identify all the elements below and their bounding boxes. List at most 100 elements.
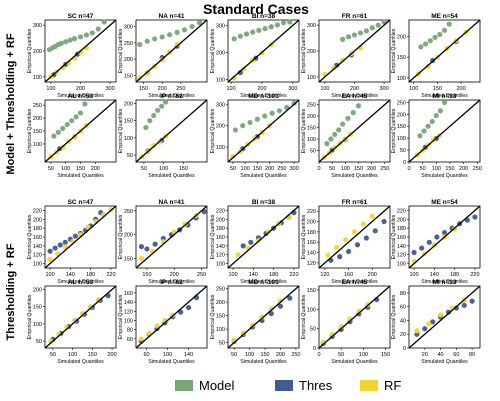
x-axis-label: Simulated Quantiles — [148, 359, 195, 365]
x-tick-label: 100 — [320, 86, 329, 92]
y-tick-label: 100 — [307, 307, 316, 313]
panel-frame — [408, 19, 481, 83]
x-axis-label: Simulated Quantiles — [148, 93, 195, 99]
identity-line — [135, 19, 208, 83]
qq-panel: MI n=33 0 50 100 150 200 250 0 50 100 150 200 250 Sim… — [391, 93, 482, 179]
y-tick-label: 100 — [307, 75, 316, 81]
x-tick-label: 200 — [456, 86, 465, 92]
x-tick-label: 100 — [46, 86, 55, 92]
y-tick-label: 250 — [33, 103, 42, 109]
rf-point — [230, 154, 236, 160]
rf-point — [250, 322, 256, 328]
y-tick-label: 200 — [33, 49, 42, 55]
model-point — [83, 32, 90, 38]
y-tick-label: 300 — [124, 25, 133, 31]
y-tick-label: 50 — [219, 341, 225, 347]
thres-point — [185, 304, 192, 311]
x-axis-label: Simulated Quantiles — [240, 359, 287, 365]
identity-line — [318, 205, 391, 269]
y-tick-label: 250 — [124, 41, 133, 47]
y-tick-label: 220 — [397, 208, 406, 214]
y-tick-label: 220 — [33, 208, 42, 214]
qq-panel: EA n=450 50 100 150 200 25050100150200250Simu… — [301, 93, 391, 179]
y-axis-label: Empirical Quantiles — [27, 108, 33, 153]
y-tick-label: 200 — [124, 101, 133, 107]
panel-title: NA n=41 — [159, 199, 185, 206]
thres-point — [430, 319, 436, 325]
panel-frame — [44, 285, 117, 349]
panel-title: EA n=45 — [342, 279, 368, 286]
identity-line — [408, 99, 481, 163]
x-tick-label: 200 — [76, 86, 85, 92]
x-tick-label: 100 — [45, 272, 54, 278]
thres-point — [47, 248, 53, 254]
y-axis-label: Empirical Quantiles — [118, 294, 124, 339]
thres-point — [337, 254, 343, 260]
model-point — [429, 118, 435, 125]
panel-title: ME n=54 — [431, 199, 458, 206]
panel-title: ME n=54 — [431, 13, 458, 20]
x-tick-label: 150 — [381, 352, 390, 358]
model-point — [446, 21, 452, 27]
x-axis-label: Simulated Quantiles — [148, 173, 195, 179]
model-legend-label: Model — [199, 378, 235, 393]
y-tick-label: 160 — [216, 235, 225, 241]
model-point — [441, 27, 448, 33]
y-tick-label: 140 — [124, 300, 133, 306]
rf-legend-label: RF — [384, 378, 401, 393]
x-tick-label: 50 — [329, 166, 335, 172]
y-tick-label: 200 — [216, 217, 225, 223]
rf-point — [154, 323, 160, 329]
x-tick-label: 140 — [66, 272, 75, 278]
y-tick-label: 160 — [124, 291, 133, 297]
y-tick-label: 300 — [216, 23, 225, 29]
model-point — [152, 36, 158, 42]
rf-point — [62, 244, 68, 250]
qq-panel: MD n=101 50 100 150 200 250 50 100 150 200 250 Simu… — [210, 279, 301, 365]
y-tick-label: 100 — [33, 75, 42, 81]
model-point — [60, 125, 66, 132]
x-tick-label: 200 — [276, 352, 285, 358]
y-tick-label: 120 — [124, 309, 133, 315]
y-tick-label: 120 — [33, 253, 42, 259]
thres-point — [72, 233, 79, 239]
x-tick-label: 160 — [344, 272, 353, 278]
y-tick-label: 220 — [307, 209, 316, 215]
model-point — [363, 28, 369, 34]
model-point — [432, 34, 438, 40]
x-tick-label: 150 — [433, 86, 442, 92]
model-point — [137, 41, 143, 48]
x-axis-label: Simulated Quantiles — [57, 359, 104, 365]
model-point — [291, 100, 297, 106]
model-point — [276, 108, 283, 114]
model-point — [77, 110, 84, 116]
model-point — [181, 27, 188, 33]
y-tick-label: 200 — [33, 116, 42, 122]
thres-point — [237, 69, 243, 76]
y-tick-label: 100 — [33, 322, 42, 328]
model-point — [350, 110, 356, 116]
qq-panel: FR n=61 120 160 200 120 140 160 180 200 220 Simula… — [301, 199, 391, 285]
y-tick-label: 100 — [397, 136, 406, 142]
x-axis-label: Simulated Quantiles — [240, 173, 287, 179]
model-point — [77, 34, 84, 40]
y-tick-label: 200 — [307, 49, 316, 55]
rf-point — [240, 330, 247, 336]
y-tick-label: 50 — [127, 153, 133, 159]
y-tick-label: 250 — [124, 209, 133, 215]
y-tick-label: 200 — [216, 124, 225, 130]
x-tick-label: 200 — [107, 352, 116, 358]
panel-frame — [227, 285, 300, 349]
rf-point — [60, 64, 66, 71]
panel-title: BI n=38 — [252, 199, 276, 206]
y-axis-label: Empirical Quantiles — [301, 294, 307, 339]
x-axis-label: Simulated Quantiles — [421, 173, 468, 179]
x-tick-label: 140 — [249, 272, 258, 278]
x-tick-label: 100 — [409, 272, 418, 278]
y-axis-label: Empirical Quantiles — [27, 28, 33, 73]
rf-point — [138, 336, 144, 342]
y-axis-label: Empirical Quantiles — [301, 108, 307, 153]
y-tick-label: 140 — [397, 244, 406, 250]
x-tick-label: 150 — [179, 166, 188, 172]
